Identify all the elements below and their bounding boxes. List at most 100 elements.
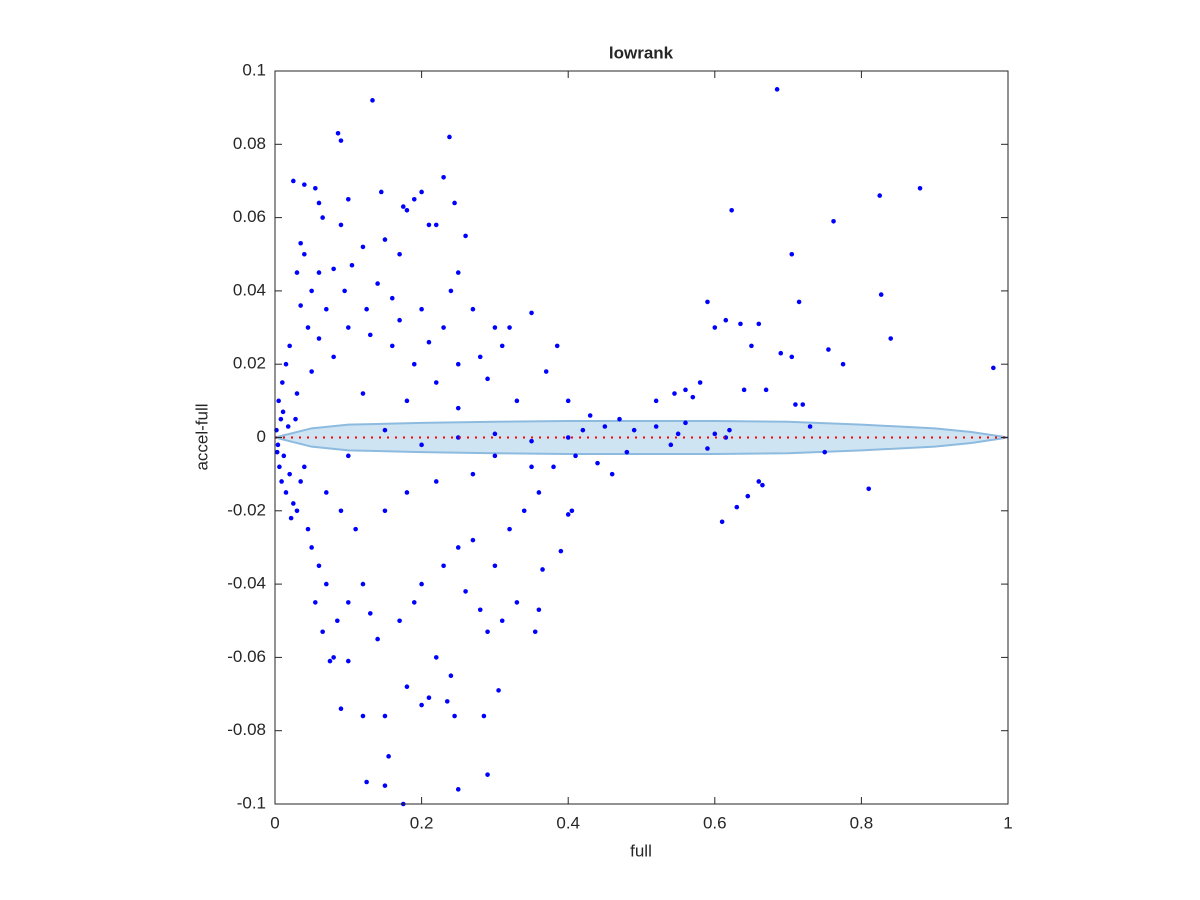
point [569,508,575,514]
point [796,299,802,305]
point [331,655,336,660]
point [800,402,806,407]
point [543,369,549,374]
point [419,306,424,312]
y-tick-label: -0.04 [227,574,266,593]
point [285,424,291,429]
point [565,512,571,517]
point [499,618,505,624]
y-tick-label: 0 [257,427,266,446]
point [690,394,696,400]
point [826,347,831,352]
point [298,240,303,246]
point [624,449,630,455]
point [507,526,512,532]
point [338,222,344,228]
x-tick-label: 1 [1003,813,1012,832]
point [316,336,322,341]
point [756,321,762,327]
point [274,449,280,455]
point [554,343,560,349]
point [316,270,322,275]
point [360,581,366,587]
point [675,431,681,437]
point [514,600,520,605]
point [346,453,351,459]
point [745,493,751,499]
point [734,504,740,510]
point [756,479,762,484]
point [294,508,300,514]
point [492,563,498,569]
point [349,262,355,268]
point [316,563,322,569]
point [433,222,439,228]
point [452,200,457,206]
point [540,567,545,572]
point [877,193,883,198]
point [375,281,380,286]
point [370,98,375,103]
point [275,442,281,448]
point [278,416,284,422]
point [433,479,439,484]
point [917,185,923,191]
point [573,453,578,459]
point [338,706,344,712]
y-tick-label: 0.1 [242,60,266,79]
point [514,398,520,404]
point [580,427,586,433]
point [364,779,369,785]
point [309,369,314,374]
point [411,600,417,605]
y-tick-label: 0.04 [233,280,266,299]
point [822,449,828,455]
point [529,438,534,444]
point [324,490,329,495]
point [404,490,410,495]
y-tick-label: 0.08 [233,134,266,153]
point [774,87,780,92]
point [335,618,340,624]
point [342,288,347,294]
point [382,237,388,242]
point [276,398,281,404]
point [481,713,487,719]
y-tick-label: -0.1 [237,793,266,812]
point [727,427,732,433]
point [389,295,395,301]
point [878,292,884,297]
y-tick-label: -0.02 [227,500,266,519]
point [302,464,307,470]
point [397,618,402,624]
point [382,427,388,433]
point [617,416,622,422]
point [375,636,380,642]
point [397,251,402,257]
point [444,699,450,704]
point [382,508,388,514]
point [551,464,556,470]
band [274,420,1009,455]
point [338,508,344,514]
point [831,218,836,224]
point [991,365,996,371]
point [309,288,314,294]
point [485,629,490,635]
point [320,629,325,635]
point [309,545,314,550]
point [492,453,498,459]
point [672,391,677,396]
point [602,424,608,429]
point [327,658,333,664]
point [302,251,307,257]
point [741,387,747,393]
point [653,398,659,404]
point [455,361,461,367]
point [411,196,417,202]
point [499,343,505,349]
point [558,548,564,554]
point [763,387,769,393]
x-tick-label: 0.6 [703,813,727,832]
point [378,189,384,195]
